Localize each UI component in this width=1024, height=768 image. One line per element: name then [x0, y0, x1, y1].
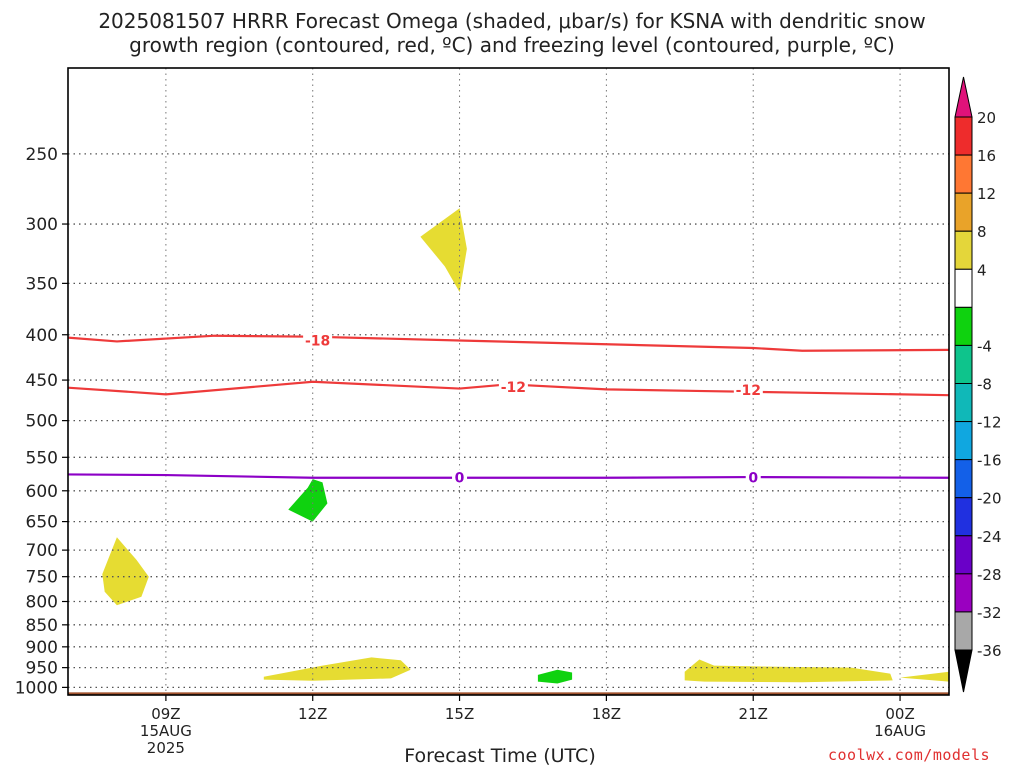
y-tick-label-700: 700 — [26, 541, 58, 561]
y-tick-label-800: 800 — [26, 593, 58, 613]
contour-label-1-1: -12 — [736, 383, 761, 399]
colorbar-label-8: -16 — [977, 452, 1002, 470]
colorbar-label-13: -36 — [977, 642, 1002, 660]
watermark-text[interactable]: coolwx.com/models — [828, 746, 991, 764]
colorbar-cell-11 — [954, 535, 973, 575]
y-axis-ticks: 2503003504004505005506006507007508008509… — [15, 145, 68, 698]
contour-label-2-0: 0 — [455, 471, 465, 487]
colorbar-cell-5 — [954, 306, 973, 346]
colorbar-label-1: 16 — [977, 147, 996, 165]
colorbar-label-0: 20 — [977, 109, 996, 127]
colorbar-label-4: 4 — [977, 261, 987, 279]
y-tick-label-550: 550 — [26, 448, 58, 468]
y-tick-label-650: 650 — [26, 513, 58, 533]
colorbar-label-9: -20 — [977, 490, 1002, 508]
contour-label-bg-2-1 — [745, 469, 761, 486]
omega-region-6 — [900, 671, 949, 682]
colorbar-cell-6 — [954, 344, 973, 384]
colorbar-label-3: 8 — [977, 223, 987, 241]
x-tick-label-15-0: 15Z — [445, 705, 474, 723]
colorbar-cell-13 — [954, 611, 973, 651]
colorbar-label-12: -32 — [977, 604, 1002, 622]
contour-layer: -18 -12 -12 0 0 — [67, 332, 950, 487]
y-tick-label-1000: 1000 — [15, 678, 58, 698]
colorbar-cell-3 — [954, 230, 973, 270]
terrain-fill — [68, 692, 949, 695]
colorbar-label-7: -12 — [977, 414, 1002, 432]
omega-region-1 — [102, 537, 149, 606]
x-tick-label-24-0: 00Z — [885, 705, 914, 723]
omega-region-5 — [684, 659, 893, 683]
y-tick-label-500: 500 — [26, 412, 58, 432]
y-tick-label-350: 350 — [26, 274, 58, 294]
colorbar-cell-2 — [954, 192, 973, 232]
plot-border — [67, 67, 950, 696]
x-tick-label-9-1: 15AUG — [140, 722, 192, 740]
contour-label-bg-2-0 — [452, 469, 468, 486]
contour-label-bg-1-1 — [733, 382, 763, 399]
colorbar-bottom-arrow — [954, 649, 973, 693]
omega-region-2 — [288, 479, 328, 522]
colorbar-cell-10 — [954, 497, 973, 537]
chart-title-line1: 2025081507 HRRR Forecast Omega (shaded, … — [98, 9, 926, 33]
y-tick-label-900: 900 — [26, 638, 58, 658]
colorbar-label-5: -4 — [977, 337, 992, 355]
x-tick-label-24-1: 16AUG — [874, 722, 926, 740]
grid-layer — [68, 68, 949, 693]
y-tick-label-600: 600 — [26, 482, 58, 502]
omega-region-3 — [263, 657, 411, 681]
omega-shading-layer — [102, 208, 949, 684]
y-tick-label-750: 750 — [26, 568, 58, 588]
x-tick-label-18-0: 18Z — [592, 705, 621, 723]
x-tick-label-9-0: 09Z — [151, 705, 180, 723]
contour-label-bg-1-0 — [498, 378, 528, 395]
colorbar-label-10: -24 — [977, 528, 1002, 546]
x-tick-label-9-2: 2025 — [147, 739, 185, 757]
colorbar-cell-12 — [954, 573, 973, 613]
contour-line-2 — [67, 473, 950, 479]
x-tick-label-21-0: 21Z — [739, 705, 768, 723]
colorbar-cell-7 — [954, 383, 973, 423]
omega-region-0 — [420, 208, 467, 293]
colorbar-cell-8 — [954, 421, 973, 461]
colorbar-top-arrow — [954, 76, 973, 118]
contour-label-0-0: -18 — [305, 333, 330, 349]
terrain-layer — [68, 692, 949, 695]
plot-frame — [67, 67, 950, 696]
colorbar-label-6: -8 — [977, 376, 992, 394]
y-tick-label-400: 400 — [26, 326, 58, 346]
x-axis-label: Forecast Time (UTC) — [404, 745, 596, 767]
colorbar-label-2: 12 — [977, 185, 996, 203]
colorbar: 20 16 12 8 4 -4 -8 -12 -16 -20 -24 -28 -32 -36 — [954, 76, 1002, 693]
x-tick-label-12-0: 12Z — [298, 705, 327, 723]
contour-line-0 — [67, 334, 950, 352]
colorbar-cell-9 — [954, 459, 973, 499]
colorbar-cell-0 — [954, 116, 973, 156]
y-tick-label-450: 450 — [26, 371, 58, 391]
contour-label-bg-0-0 — [303, 332, 333, 349]
chart-title-line2: growth region (contoured, red, ºC) and f… — [129, 33, 895, 57]
y-tick-label-950: 950 — [26, 659, 58, 679]
colorbar-cell-1 — [954, 154, 973, 194]
contour-label-1-0: -12 — [501, 380, 526, 396]
omega-region-4 — [537, 669, 573, 684]
contour-label-2-1: 0 — [748, 471, 758, 487]
colorbar-cell-4 — [954, 268, 973, 308]
y-tick-label-850: 850 — [26, 616, 58, 636]
y-tick-label-300: 300 — [26, 215, 58, 235]
colorbar-label-11: -28 — [977, 566, 1002, 584]
y-tick-label-250: 250 — [26, 145, 58, 165]
